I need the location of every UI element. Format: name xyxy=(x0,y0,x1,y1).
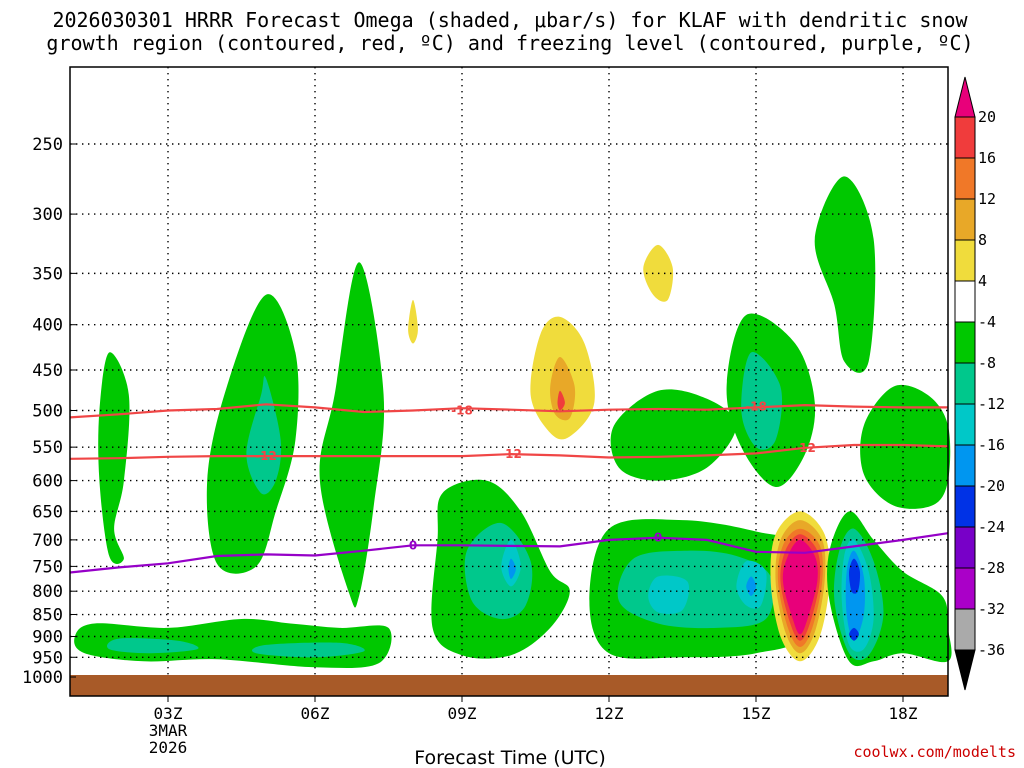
colorbar-label: -12 xyxy=(978,395,1005,413)
y-axis: 2503003504004505005506006507007508008509… xyxy=(22,135,76,688)
x-tick-label: 18Z xyxy=(889,704,918,723)
contour-label: 0 xyxy=(654,531,662,545)
colorbar-top-arrow xyxy=(955,77,975,117)
x-axis-title: Forecast Time (UTC) xyxy=(414,747,605,768)
omega-time-height-chart: 2026030301 HRRR Forecast Omega (shaded, … xyxy=(0,0,1024,768)
ground-layer xyxy=(70,675,948,696)
colorbar-bin xyxy=(955,568,975,609)
y-tick-label: 700 xyxy=(32,531,63,551)
x-tick-label: 15Z xyxy=(742,704,771,723)
colorbar-bin xyxy=(955,281,975,322)
colorbar-bin xyxy=(955,363,975,404)
colorbar-bottom-arrow xyxy=(955,650,975,690)
x-tick-label: 12Z xyxy=(595,704,624,723)
x-tick-year: 2026 xyxy=(149,738,188,757)
colorbar-bin xyxy=(955,609,975,650)
colorbar-label: -28 xyxy=(978,559,1005,577)
colorbar-bin xyxy=(955,117,975,158)
colorbar-label: -24 xyxy=(978,518,1005,536)
colorbar-label: -16 xyxy=(978,436,1005,454)
colorbar-label: 20 xyxy=(978,108,996,126)
colorbar-bin xyxy=(955,322,975,363)
y-tick-label: 250 xyxy=(32,135,63,155)
colorbar-label: 8 xyxy=(978,231,987,249)
colorbar-label: -20 xyxy=(978,477,1005,495)
y-tick-label: 850 xyxy=(32,606,63,626)
colorbar-bin xyxy=(955,404,975,445)
y-tick-label: 450 xyxy=(32,361,63,381)
chart-title-line1: 2026030301 HRRR Forecast Omega (shaded, … xyxy=(52,8,968,32)
contour-label: 0 xyxy=(409,538,417,552)
y-tick-label: 400 xyxy=(32,316,63,336)
y-tick-label: 550 xyxy=(32,438,63,458)
y-tick-label: 300 xyxy=(32,205,63,225)
y-tick-label: 650 xyxy=(32,502,63,522)
y-tick-label: 800 xyxy=(32,582,63,602)
y-tick-label: 600 xyxy=(32,472,63,492)
omega-region-yellow-08z xyxy=(408,300,418,344)
colorbar-label: -8 xyxy=(978,354,996,372)
x-tick-label: 09Z xyxy=(448,704,477,723)
omega-shading-layer xyxy=(74,176,951,668)
y-tick-label: 500 xyxy=(32,402,63,422)
colorbar: 20 16 12 8 4 -4 -8 -12 -16 -20 -24 -28 -32 -36 xyxy=(955,77,1005,690)
y-tick-label: 350 xyxy=(32,264,63,284)
contour-label: -18 xyxy=(745,400,767,414)
contour-label: -12 xyxy=(500,447,522,461)
colorbar-label: 12 xyxy=(978,190,996,208)
credit-text[interactable]: coolwx.com/modelts xyxy=(853,743,1016,761)
contour-label: -18 xyxy=(451,404,473,418)
contour-label: -12 xyxy=(794,441,816,455)
colorbar-label: 16 xyxy=(978,149,996,167)
colorbar-bin xyxy=(955,240,975,281)
colorbar-bin xyxy=(955,486,975,527)
chart-title-line2: growth region (contoured, red, ºC) and f… xyxy=(46,31,973,55)
y-tick-label: 900 xyxy=(32,627,63,647)
contour-label: -12 xyxy=(255,449,277,463)
colorbar-label: -36 xyxy=(978,641,1005,659)
y-tick-label: 1000 xyxy=(22,668,63,688)
y-tick-label: 950 xyxy=(32,648,63,668)
omega-region-green-upper-17z xyxy=(815,176,876,373)
omega-region-green-col-07z xyxy=(320,262,385,607)
colorbar-bin xyxy=(955,445,975,486)
y-tick-label: 750 xyxy=(32,557,63,577)
colorbar-bin xyxy=(955,199,975,240)
omega-region-green-dgz-13z xyxy=(611,389,737,480)
colorbar-bin xyxy=(955,527,975,568)
omega-region-cyan-low-1315z xyxy=(648,575,689,613)
colorbar-bin xyxy=(955,158,975,199)
ground-surface xyxy=(70,675,948,696)
colorbar-label: -32 xyxy=(978,600,1005,618)
colorbar-label: 4 xyxy=(978,272,987,290)
x-tick-label: 06Z xyxy=(301,704,330,723)
colorbar-label: -4 xyxy=(978,313,996,331)
